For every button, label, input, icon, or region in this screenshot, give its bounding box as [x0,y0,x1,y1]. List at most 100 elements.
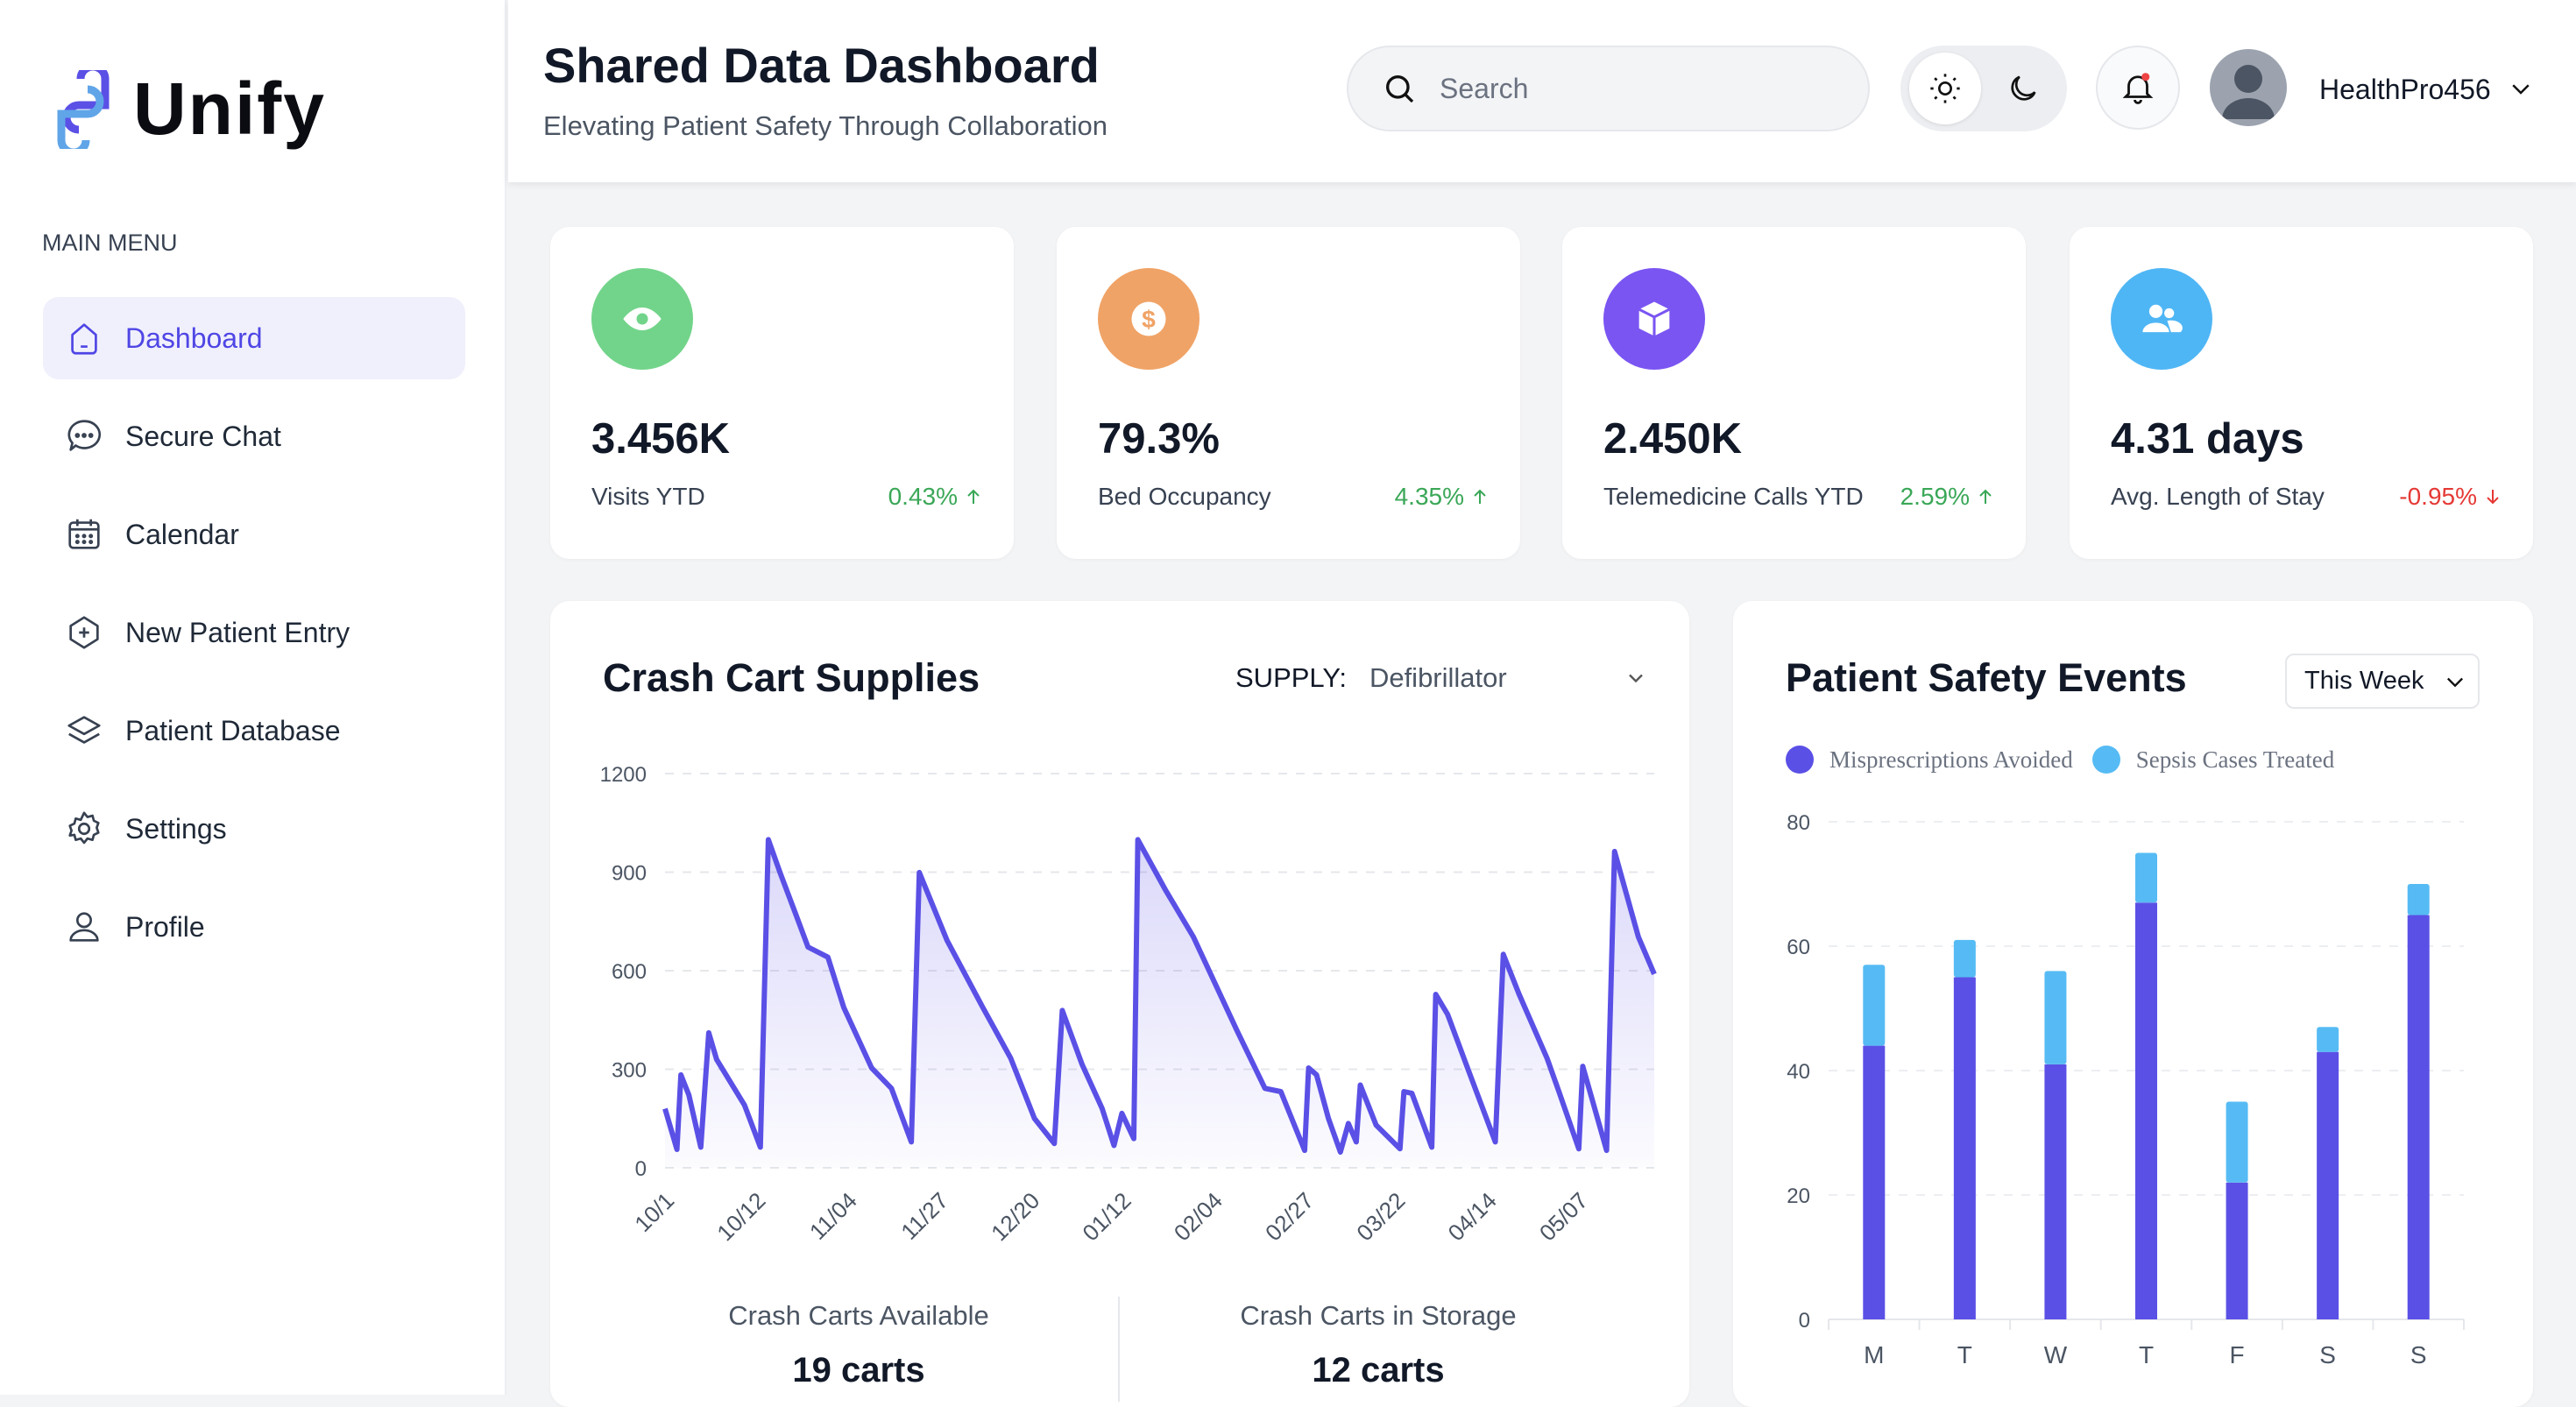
menu-title: MAIN MENU [42,230,178,256]
sidebar-item-label: Calendar [125,518,239,550]
arrow-up-icon [967,489,980,504]
kpi-change: 0.43% [888,483,984,511]
stat-carts-available: Crash Carts Available 19 carts [605,1300,1113,1390]
unify-logo-icon [57,69,110,149]
svg-text:$: $ [1142,306,1156,333]
page-subtitle: Elevating Patient Safety Through Collabo… [543,110,1108,141]
avatar[interactable] [2210,49,2287,126]
kpi-change: 4.35% [1395,483,1490,511]
sidebar-item-label: Profile [125,910,205,943]
kpi-change-value: -0.95% [2399,483,2477,510]
crash-cart-title: Crash Cart Supplies [603,655,980,700]
user-icon [69,912,99,942]
chevron-down-icon [2447,677,2464,687]
period-dropdown[interactable]: This Week [2285,654,2480,709]
kpi-label: Telemedicine Calls YTD [1603,483,1864,510]
kpi-change-value: 0.43% [888,483,958,510]
stat-carts-storage: Crash Carts in Storage 12 carts [1124,1300,1632,1390]
kpi-value: 79.3% [1098,415,1220,463]
kpi-card: $ 79.3% Bed Occupancy 4.35% [1057,227,1520,559]
box-icon [1638,301,1671,336]
kpi-label: Visits YTD [591,483,705,510]
bell-icon [2122,73,2154,104]
sidebar-item-label: Dashboard [125,322,263,354]
sidebar-item-label: Settings [125,812,227,845]
kpi-icon-badge [2111,268,2212,370]
header: Shared Data Dashboard Elevating Patient … [508,0,2576,182]
sidebar-item-calendar[interactable]: Calendar [43,493,465,576]
sidebar-item-label: New Patient Entry [125,616,350,648]
legend-swatch [1786,746,1814,774]
search-input[interactable] [1440,72,1808,105]
logo[interactable]: Unify [46,67,326,152]
kpi-icon-badge [591,268,693,370]
kpi-change-value: 4.35% [1394,483,1464,510]
kpi-value: 3.456K [591,415,731,463]
kpi-change: -0.95% [2399,483,2503,511]
arrow-down-icon [2487,490,2499,505]
kpi-value: 2.450K [1603,415,1743,463]
sidebar-item-settings[interactable]: Settings [43,788,465,870]
sidebar-item-label: Patient Database [125,714,341,746]
users-icon [2142,304,2183,333]
home-icon [71,323,97,355]
safety-card [1733,601,2533,1407]
sidebar: Unify MAIN MENU Dashboard Secure Chat Cale… [0,0,506,1395]
kpi-card: 3.456K Visits YTD 0.43% [550,227,1014,559]
user-avatar-icon [2222,65,2275,119]
sun-icon [1929,74,1960,103]
kpi-change-value: 2.59% [1900,483,1970,510]
legend-label[interactable]: Misprescriptions Avoided [1829,746,2073,773]
arrow-up-icon [1474,489,1486,504]
stat-value: 19 carts [792,1351,925,1389]
dark-mode-button[interactable] [1987,53,2059,124]
search-bar[interactable] [1347,46,1870,131]
search-icon [1386,75,1414,103]
safety-title: Patient Safety Events [1786,655,2187,700]
plus-circle-icon [69,616,99,649]
sidebar-item-label: Secure Chat [125,420,281,452]
kpi-label: Avg. Length of Stay [2111,483,2325,510]
calendar-icon [68,519,100,549]
sidebar-item-patient-database[interactable]: Patient Database [43,689,465,772]
sidebar-item-profile[interactable]: Profile [43,886,465,968]
chevron-down-icon[interactable] [2508,75,2534,102]
theme-toggle[interactable] [1900,46,2067,131]
main-menu: Dashboard Secure Chat Calendar New Patient … [43,297,465,984]
kpi-icon-badge [1603,268,1705,370]
kpi-icon-badge: $ [1098,268,1200,370]
supply-selector[interactable]: SUPPLY: Defibrillator [1235,662,1648,694]
app-name: Unify [133,67,326,150]
kpi-label: Bed Occupancy [1098,483,1271,510]
kpi-card: 2.450K Telemedicine Calls YTD 2.59% [1562,227,2026,559]
arrow-up-icon [1979,489,1992,504]
supply-label: SUPPLY: [1235,662,1347,693]
kpi-change: 2.59% [1900,483,1996,511]
chart-legend: Misprescriptions Avoided Sepsis Cases Tr… [1786,746,2334,774]
chevron-down-icon[interactable] [1624,666,1648,690]
moon-icon [2010,75,2036,101]
light-mode-button[interactable] [1908,53,1981,124]
sidebar-item-dashboard[interactable]: Dashboard [43,297,465,379]
page-title: Shared Data Dashboard [543,38,1100,93]
chat-icon [67,420,102,451]
sidebar-item-new-patient-entry[interactable]: New Patient Entry [43,591,465,674]
gear-icon [68,811,100,845]
legend-swatch [2091,746,2120,774]
period-value: This Week [2304,667,2424,695]
stats-divider [1118,1297,1120,1402]
legend-label[interactable]: Sepsis Cases Treated [2135,746,2335,773]
supply-value[interactable]: Defibrillator [1369,662,1507,693]
kpi-value: 4.31 days [2111,415,2304,463]
layers-icon [67,716,101,744]
notifications-button[interactable] [2096,46,2180,130]
username[interactable]: HealthPro456 [2319,74,2491,105]
stat-label: Crash Carts in Storage [1240,1300,1517,1331]
kpi-card: 4.31 days Avg. Length of Stay -0.95% [2070,227,2533,559]
crash-cart-card [550,601,1689,1407]
sidebar-item-secure-chat[interactable]: Secure Chat [43,395,465,477]
dollar-icon: $ [1131,301,1166,336]
stat-label: Crash Carts Available [728,1300,989,1331]
eye-icon [623,308,662,330]
stat-value: 12 carts [1312,1351,1445,1389]
